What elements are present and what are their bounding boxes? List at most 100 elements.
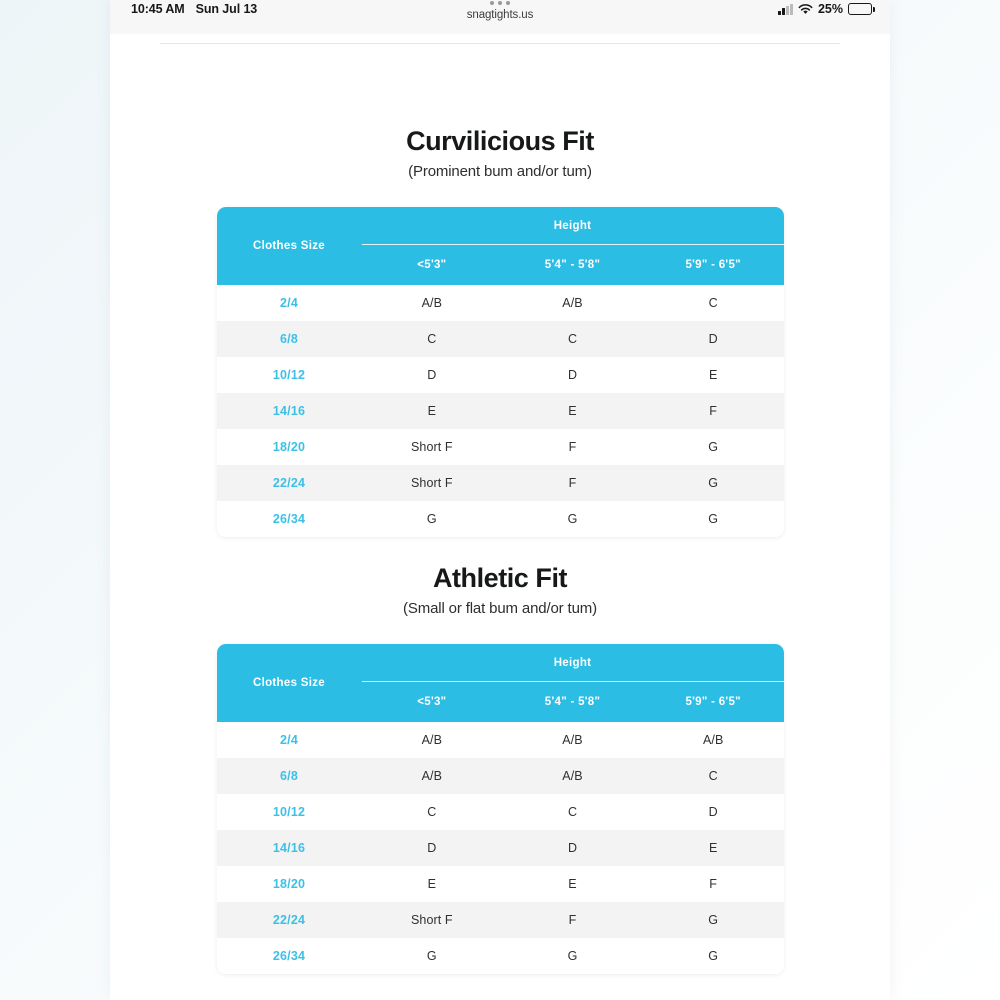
column-header-height-3: 5'9" - 6'5" xyxy=(685,696,741,708)
wifi-icon xyxy=(798,3,813,15)
column-group-header-label: Height xyxy=(361,644,784,682)
table-row: 6/8 C C D xyxy=(216,321,784,357)
fit-section-curvilicious: Curvilicious Fit (Prominent bum and/or t… xyxy=(110,126,890,537)
column-group-height: Height <5'3" 5'4" - 5'8" 5'9" - 6'5" xyxy=(361,207,784,285)
cell-value: D xyxy=(708,332,718,346)
cell-clothes-size: 6/8 xyxy=(280,332,298,346)
cell-value: F xyxy=(709,877,718,891)
table-row: 14/16 D D E xyxy=(216,830,784,866)
cell-value: G xyxy=(708,476,719,490)
table-header: Clothes Size Height <5'3" 5'4" - 5'8" 5'… xyxy=(216,207,784,285)
cell-value: E xyxy=(427,877,437,891)
size-chart-table: Clothes Size Height <5'3" 5'4" - 5'8" 5'… xyxy=(216,644,784,974)
status-bar: 10:45 AM Sun Jul 13 snagtights.us 25% xyxy=(110,0,890,34)
table-row: 26/34 G G G xyxy=(216,938,784,974)
size-chart-table: Clothes Size Height <5'3" 5'4" - 5'8" 5'… xyxy=(216,207,784,537)
table-row: 10/12 D D E xyxy=(216,357,784,393)
battery-icon xyxy=(848,3,875,15)
cell-value: A/B xyxy=(562,769,583,783)
cell-value: D xyxy=(567,368,578,382)
column-header-clothes-size: Clothes Size xyxy=(253,240,325,252)
section-title: Curvilicious Fit xyxy=(406,126,594,156)
cell-value: G xyxy=(567,512,578,526)
cell-value: G xyxy=(426,949,437,963)
status-bar-left: 10:45 AM Sun Jul 13 xyxy=(131,2,257,16)
cell-value: A/B xyxy=(702,733,724,747)
cell-value: C xyxy=(708,769,718,783)
cell-value: E xyxy=(568,877,577,891)
column-header-height-2: 5'4" - 5'8" xyxy=(544,696,601,708)
cell-value: D xyxy=(567,841,578,855)
address-bar-url[interactable]: snagtights.us xyxy=(466,9,534,21)
cell-value: G xyxy=(708,913,719,927)
cell-value: G xyxy=(708,440,719,454)
cell-value: E xyxy=(427,404,437,418)
cell-clothes-size: 26/34 xyxy=(272,512,306,526)
table-row: 26/34 G G G xyxy=(216,501,784,537)
battery-percent-label: 25% xyxy=(817,2,843,16)
cell-value: G xyxy=(567,949,578,963)
section-subtitle: (Prominent bum and/or tum) xyxy=(408,163,592,180)
cell-value: C xyxy=(567,805,578,819)
height-range-headers: <5'3" 5'4" - 5'8" 5'9" - 6'5" xyxy=(362,682,784,722)
status-bar-center: snagtights.us xyxy=(110,1,890,21)
cell-value: F xyxy=(568,913,577,927)
table-header: Clothes Size Height <5'3" 5'4" - 5'8" 5'… xyxy=(216,644,784,722)
cell-value: F xyxy=(709,404,718,418)
cell-value: E xyxy=(708,368,718,382)
browser-page-sheet: 10:45 AM Sun Jul 13 snagtights.us 25% xyxy=(110,0,890,1000)
status-bar-time: 10:45 AM xyxy=(131,2,185,16)
cell-value: Short F xyxy=(410,476,453,490)
cell-clothes-size: 14/16 xyxy=(272,841,306,855)
cell-clothes-size: 10/12 xyxy=(272,368,306,382)
cell-value: D xyxy=(427,368,437,382)
cell-value: A/B xyxy=(562,733,583,747)
cell-value: A/B xyxy=(421,769,443,783)
cell-value: G xyxy=(426,512,437,526)
column-header-height-2: 5'4" - 5'8" xyxy=(544,259,601,271)
cell-clothes-size: 10/12 xyxy=(272,805,306,819)
cell-value: D xyxy=(708,805,718,819)
cell-value: A/B xyxy=(562,296,583,310)
column-header-height-1: <5'3" xyxy=(417,696,447,708)
cell-clothes-size: 2/4 xyxy=(280,733,298,747)
cell-value: E xyxy=(708,841,718,855)
table-row: 2/4 A/B A/B A/B xyxy=(216,722,784,758)
cell-value: G xyxy=(708,512,719,526)
column-header-height-1: <5'3" xyxy=(417,259,447,271)
section-subtitle: (Small or flat bum and/or tum) xyxy=(403,600,597,617)
table-row: 18/20 Short F F G xyxy=(216,429,784,465)
column-group-height: Height <5'3" 5'4" - 5'8" 5'9" - 6'5" xyxy=(361,644,784,722)
cell-value: Short F xyxy=(410,913,453,927)
section-title: Athletic Fit xyxy=(432,563,568,593)
cell-clothes-size: 22/24 xyxy=(272,913,306,927)
cell-value: A/B xyxy=(421,733,443,747)
table-row: 10/12 C C D xyxy=(216,794,784,830)
cell-value: C xyxy=(427,805,437,819)
cell-clothes-size: 18/20 xyxy=(272,877,306,891)
column-header-height-3: 5'9" - 6'5" xyxy=(685,259,741,271)
three-dots-icon[interactable] xyxy=(490,1,510,5)
cell-clothes-size: 26/34 xyxy=(272,949,306,963)
cell-clothes-size: 6/8 xyxy=(280,769,298,783)
cell-value: F xyxy=(568,440,577,454)
cell-value: A/B xyxy=(421,296,443,310)
cell-value: C xyxy=(708,296,718,310)
column-header-clothes-size: Clothes Size xyxy=(253,677,325,689)
cell-clothes-size: 22/24 xyxy=(272,476,306,490)
height-range-headers: <5'3" 5'4" - 5'8" 5'9" - 6'5" xyxy=(362,245,784,285)
table-row: 22/24 Short F F G xyxy=(216,902,784,938)
fit-section-athletic: Athletic Fit (Small or flat bum and/or t… xyxy=(110,563,890,974)
cell-value: C xyxy=(567,332,578,346)
cell-clothes-size: 2/4 xyxy=(280,296,298,310)
table-row: 22/24 Short F F G xyxy=(216,465,784,501)
cell-clothes-size: 18/20 xyxy=(272,440,306,454)
status-bar-right: 25% xyxy=(778,2,875,16)
cell-value: D xyxy=(427,841,437,855)
cell-clothes-size: 14/16 xyxy=(272,404,306,418)
cell-value: F xyxy=(568,476,577,490)
table-row: 2/4 A/B A/B C xyxy=(216,285,784,321)
cell-value: G xyxy=(708,949,719,963)
status-bar-date: Sun Jul 13 xyxy=(195,2,258,16)
cellular-signal-icon xyxy=(778,3,793,15)
